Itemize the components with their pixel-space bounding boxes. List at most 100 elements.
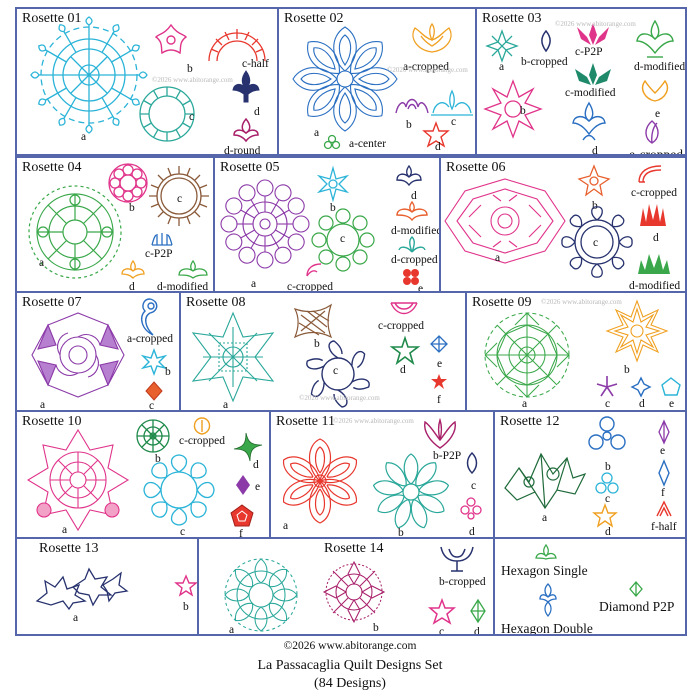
label-c: c [180, 526, 186, 538]
label-f-half: f-half [651, 521, 677, 533]
label-a-cropped: a-cropped [127, 333, 173, 345]
watermark: ©2026 www.abitorange.com [333, 417, 414, 425]
rosette-03-e-icon [637, 77, 673, 103]
panel-title: Rosette 01 [22, 11, 82, 26]
label-hexagon-double: Hexagon Double [501, 621, 593, 636]
rosette-01-c-icon [137, 84, 197, 144]
label-f: f [437, 394, 441, 406]
diamond-p2p-icon [629, 581, 643, 597]
rosette-04-c-p2p-icon [151, 232, 173, 246]
rosette-10-b-icon [135, 418, 171, 454]
label-a: a [81, 131, 87, 143]
panel-title: Rosette 10 [22, 414, 82, 429]
label-a: a [499, 61, 505, 73]
rosette-03-c-p2p-icon [573, 21, 613, 47]
label-b-cropped: b-cropped [439, 576, 486, 588]
panel-title: Rosette 07 [22, 295, 82, 310]
rosette-09-e-icon [661, 377, 681, 397]
label-d: d [400, 364, 406, 376]
panel-title: Rosette 06 [446, 160, 506, 175]
rosette-04-panel: Rosette 04 a b c c-P2P d d-modified [15, 156, 215, 293]
label-d-cropped: d-cropped [391, 254, 438, 266]
rosette-13-panel: Rosette 13 a b [15, 537, 199, 636]
rosette-11-c-icon [465, 451, 479, 475]
rosette-08-f-icon [430, 373, 448, 391]
label-e: e [655, 108, 661, 120]
label-c: c [605, 493, 611, 505]
label-d-modified: d-modified [629, 280, 681, 292]
label-e: e [437, 358, 443, 370]
label-f: f [661, 487, 665, 499]
label-d: d [469, 526, 475, 538]
watermark: ©2026 www.abitorange.com [152, 76, 233, 84]
panel-title: Rosette 04 [22, 160, 82, 175]
rosette-12-f-icon [657, 459, 671, 487]
rosette-05-d-icon [395, 164, 423, 188]
footer-count: (84 Designs) [314, 676, 386, 691]
rosette-06-d-modified-icon [637, 250, 671, 276]
label-c: c [333, 365, 339, 377]
label-c: c [340, 233, 346, 245]
label-diamond-p2p: Diamond P2P [599, 599, 675, 614]
label-b: b [183, 601, 189, 613]
rosette-07-panel: Rosette 07 a a-cropped b c [15, 291, 181, 412]
rosette-01-d-round-icon [231, 117, 261, 145]
label-a: a [223, 399, 229, 411]
label-e: e [255, 481, 261, 493]
rosette-05-b-icon [315, 165, 351, 203]
rosette-01-a-icon [30, 16, 148, 134]
watermark: ©2026 www.abitorange.com [555, 20, 636, 28]
label-a: a [495, 252, 501, 264]
panel-title: Rosette 11 [276, 414, 335, 429]
rosette-13-b-icon [174, 574, 197, 597]
label-b: b [624, 364, 630, 376]
rosette-03-d-modified-icon [635, 19, 675, 59]
label-d-modified: d-modified [391, 225, 441, 237]
rosette-11-panel: Rosette 11 a b b-P2P c d ©2026 www.abito… [269, 410, 495, 539]
rosette-12-b-icon [585, 414, 629, 458]
label-d: d [253, 459, 259, 471]
rosette-01-d-icon [231, 69, 261, 103]
watermark: ©2026 www.abitorange.com [387, 66, 468, 74]
label-a: a [314, 127, 320, 139]
panel-title: Rosette 09 [472, 295, 532, 310]
label-d: d [129, 281, 135, 293]
rosette-08-c-cropped-icon [389, 299, 419, 319]
label-c: c [451, 116, 457, 128]
rosette-01-c-half-icon [207, 27, 267, 63]
label-a-center: a-center [349, 138, 387, 150]
rosette-02-d-icon [422, 121, 450, 148]
rosette-10-c-icon [141, 452, 217, 528]
label-b: b [605, 461, 611, 473]
rosette-02-a-center-icon [323, 134, 341, 152]
label-c-p2p: c-P2P [145, 248, 173, 260]
label-b: b [330, 202, 336, 214]
label-a: a [39, 257, 45, 269]
panel-title: Rosette 12 [500, 414, 560, 429]
rosette-14-b-icon [321, 559, 387, 625]
rosette-11-b-p2p-icon [421, 417, 459, 450]
rosette-05-d-cropped-icon [397, 236, 427, 254]
label-c-cropped: c-cropped [287, 281, 333, 293]
label-a: a [40, 399, 46, 411]
rosette-06-c-cropped-icon [637, 164, 665, 184]
rosette-14-c-icon [427, 597, 457, 625]
rosette-12-e-icon [657, 419, 671, 445]
rosette-06-d-icon [639, 202, 667, 228]
panel-title: Rosette 03 [482, 11, 542, 26]
watermark: ©2026 www.abitorange.com [541, 298, 622, 306]
panel-title: Rosette 14 [324, 541, 384, 556]
rosette-05-e-icon [401, 266, 421, 288]
rosette-04-b-icon [107, 162, 149, 204]
label-d: d [254, 106, 260, 118]
hexagon-double-icon [539, 583, 557, 618]
rosette-03-c-modified-icon [573, 63, 613, 87]
rosette-06-panel: Rosette 06 a b c-cropped c d d-modified [439, 156, 687, 293]
rosette-12-a-icon [503, 442, 587, 514]
label-d: d [639, 398, 645, 410]
rosette-05-c-icon [311, 208, 375, 272]
rosette-07-c-icon [145, 381, 163, 401]
watermark: ©2026 www.abitorange.com [299, 394, 380, 402]
label-e: e [669, 398, 675, 410]
rosette-14-panel: Rosette 14 a b b-cropped c d [197, 537, 495, 636]
